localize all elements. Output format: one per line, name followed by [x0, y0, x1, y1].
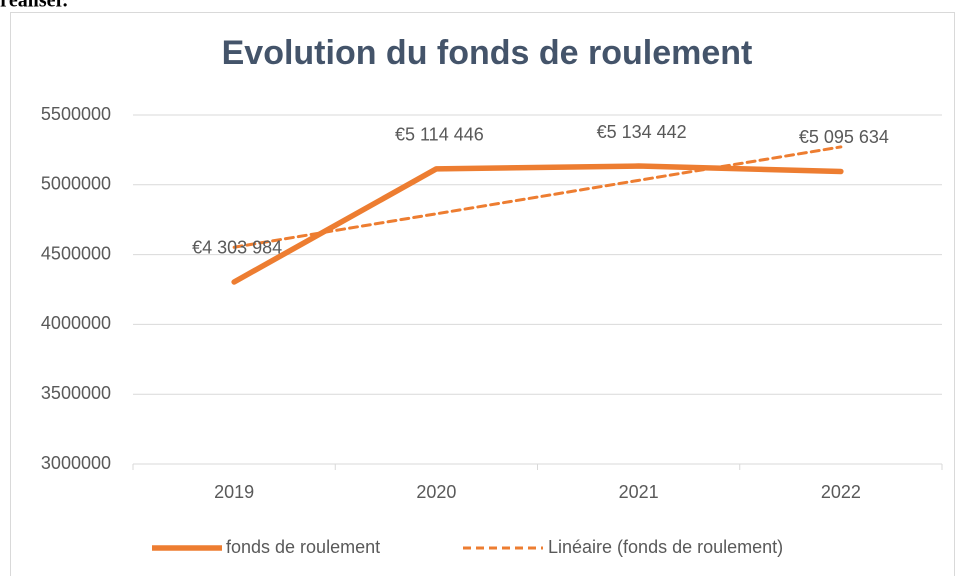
legend-label: fonds de roulement: [226, 537, 380, 557]
x-tick-label: 2021: [619, 482, 659, 502]
data-label: €5 095 634: [799, 127, 889, 147]
y-tick-label: 3000000: [41, 453, 111, 473]
data-label: €4 303 984: [192, 238, 282, 258]
series-line: [232, 145, 843, 249]
y-tick-label: 4500000: [41, 243, 111, 263]
data-label: €5 134 442: [597, 122, 687, 142]
y-tick-label: 5000000: [41, 174, 111, 194]
legend-label: Linéaire (fonds de roulement): [548, 537, 783, 557]
page-fragment: réaliser.: [0, 0, 68, 12]
y-tick-label: 5500000: [41, 104, 111, 124]
chart-title: Evolution du fonds de roulement: [222, 34, 753, 72]
y-tick-label: 3500000: [41, 383, 111, 403]
x-tick-label: 2022: [821, 482, 861, 502]
chart-border: [10, 12, 955, 576]
series-line: [231, 163, 844, 285]
y-tick-label: 4000000: [41, 313, 111, 333]
x-tick-label: 2019: [214, 482, 254, 502]
x-tick-label: 2020: [416, 482, 456, 502]
data-label: €5 114 446: [395, 125, 484, 145]
